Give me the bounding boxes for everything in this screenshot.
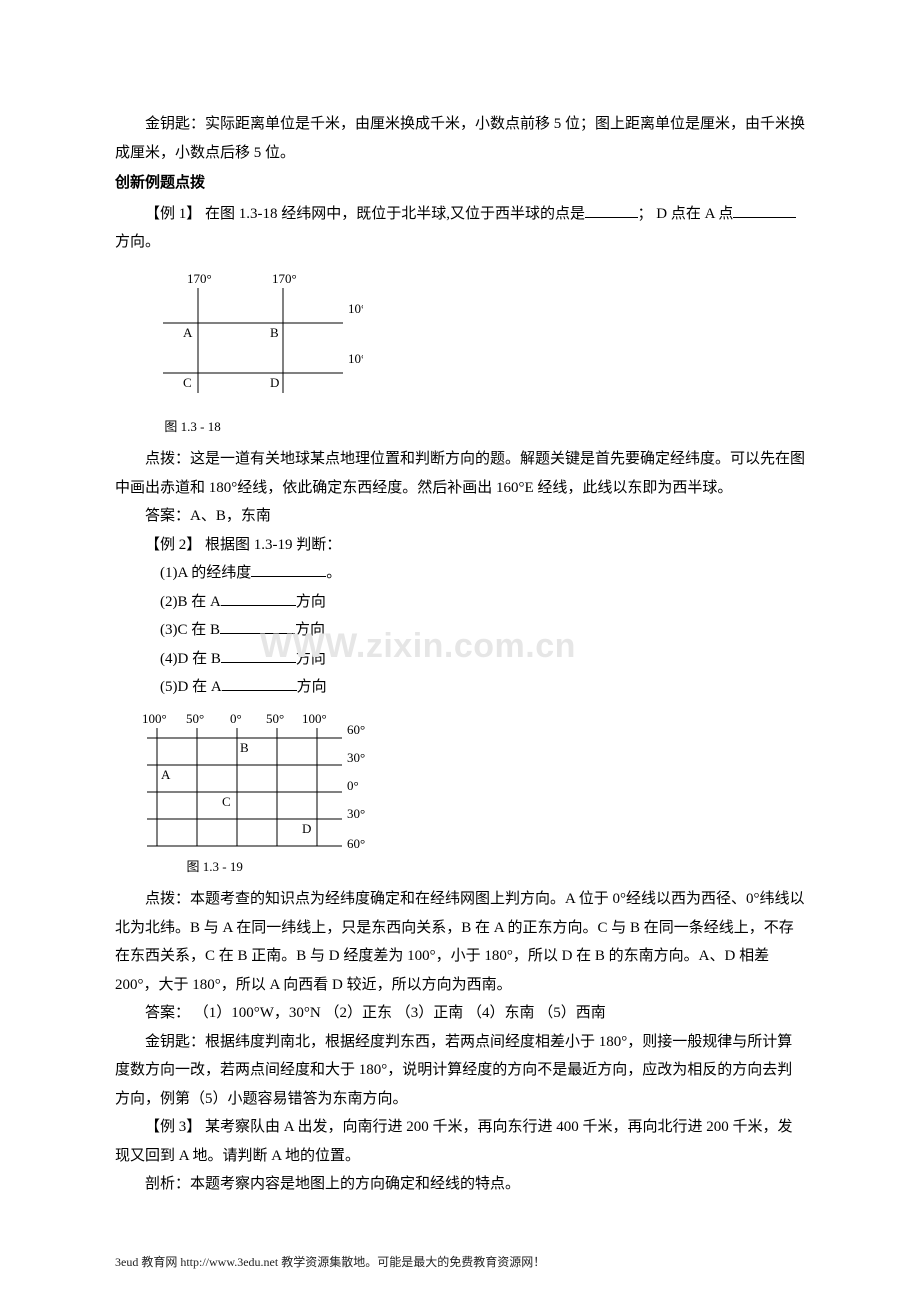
lon-label: 0° bbox=[230, 711, 242, 726]
example-3-intro: 【例 3】 某考察队由 A 出发，向南行进 200 千米，再向东行进 400 千… bbox=[115, 1113, 805, 1170]
text: (1)A 的经纬度 bbox=[160, 565, 251, 581]
blank-field bbox=[220, 617, 295, 635]
figure-1-3-18: 170° 170° 10° 10° A B C D bbox=[153, 263, 806, 413]
page-footer: 3eud 教育网 http://www.3edu.net 教学资源集散地。可能是… bbox=[115, 1251, 545, 1274]
lon-label: 50° bbox=[266, 711, 284, 726]
blank-field bbox=[585, 200, 638, 218]
point-C: C bbox=[183, 375, 192, 390]
lat-label: 30° bbox=[347, 750, 365, 765]
example-1-hint: 点拨：这是一道有关地球某点地理位置和判断方向的题。解题关键是首先要确定经纬度。可… bbox=[115, 445, 805, 502]
point-D: D bbox=[302, 821, 311, 836]
example-2-hint: 点拨：本题考查的知识点为经纬度确定和在经纬网图上判方向。A 位于 0°经线以西为… bbox=[115, 885, 805, 999]
text: 方向。 bbox=[115, 234, 160, 250]
lat-label: 30° bbox=[347, 806, 365, 821]
lon-label: 50° bbox=[186, 711, 204, 726]
example-2-intro: 【例 2】 根据图 1.3-19 判断： bbox=[115, 531, 805, 560]
figure-1-caption: 图 1.3 - 18 bbox=[164, 415, 805, 440]
text: 方向 bbox=[297, 679, 327, 695]
example-3-hint: 剖析：本题考察内容是地图上的方向确定和经线的特点。 bbox=[115, 1170, 805, 1199]
footer-link[interactable]: http://www.3edu.net bbox=[180, 1255, 278, 1269]
example-2-item-1: (1)A 的经纬度 。 bbox=[115, 559, 805, 588]
text: 方向 bbox=[296, 594, 326, 610]
example-2-answer: 答案： （1）100°W，30°N （2）正东 （3）正南 （4）东南 （5）西… bbox=[115, 999, 805, 1028]
lon-label: 100° bbox=[142, 711, 167, 726]
page-container: WWW.zixin.com.cn 金钥匙：实际距离单位是千米，由厘米换成千米，小… bbox=[0, 0, 920, 1302]
blank-field bbox=[221, 645, 296, 663]
blank-field bbox=[221, 588, 296, 606]
lon-label: 170° bbox=[272, 271, 297, 286]
figure-1-3-19: 100° 50° 0° 50° 100° 60° 30° 0° 30° 60° … bbox=[127, 708, 805, 853]
point-D: D bbox=[270, 375, 279, 390]
example-2-key: 金钥匙：根据纬度判南北，根据经度判东西，若两点间经度相差小于 180°，则接一般… bbox=[115, 1028, 805, 1114]
lat-label: 60° bbox=[347, 836, 365, 851]
text: (5)D 在 A bbox=[160, 679, 222, 695]
figure-2-caption: 图 1.3 - 19 bbox=[187, 855, 806, 880]
text: (4)D 在 B bbox=[160, 651, 221, 667]
example-2-item-4: (4)D 在 B 方向 bbox=[115, 645, 805, 674]
point-A: A bbox=[183, 325, 193, 340]
point-C: C bbox=[222, 794, 231, 809]
blank-field bbox=[251, 560, 326, 578]
lat-label: 60° bbox=[347, 722, 365, 737]
point-B: B bbox=[270, 325, 279, 340]
point-B: B bbox=[240, 740, 249, 755]
blank-field bbox=[222, 674, 297, 692]
point-A: A bbox=[161, 767, 171, 782]
lat-label: 10° bbox=[348, 301, 363, 316]
footer-text: 教学资源集散地。可能是最大的免费教育资源网！ bbox=[278, 1255, 545, 1269]
example-2-item-5: (5)D 在 A 方向 bbox=[115, 673, 805, 702]
example-2-item-2: (2)B 在 A 方向 bbox=[115, 588, 805, 617]
example-1-intro: 【例 1】 在图 1.3-18 经纬网中，既位于北半球,又位于西半球的点是 ； D… bbox=[115, 200, 805, 257]
blank-field bbox=[733, 200, 796, 218]
example-1-answer: 答案：A、B，东南 bbox=[115, 502, 805, 531]
text: (2)B 在 A bbox=[160, 594, 221, 610]
lat-label: 0° bbox=[347, 778, 359, 793]
lon-label: 100° bbox=[302, 711, 327, 726]
text: 。 bbox=[326, 565, 341, 581]
lon-label: 170° bbox=[187, 271, 212, 286]
text: 方向 bbox=[295, 622, 325, 638]
footer-text: 3eud 教育网 bbox=[115, 1255, 180, 1269]
text: 【例 1】 在图 1.3-18 经纬网中，既位于北半球,又位于西半球的点是 bbox=[145, 206, 585, 222]
text: ； D 点在 A 点 bbox=[638, 206, 734, 222]
section-heading: 创新例题点拨 bbox=[115, 169, 805, 198]
lat-label: 10° bbox=[348, 351, 363, 366]
preface-paragraph: 金钥匙：实际距离单位是千米，由厘米换成千米，小数点前移 5 位；图上距离单位是厘… bbox=[115, 110, 805, 167]
text: (3)C 在 B bbox=[160, 622, 220, 638]
text: 方向 bbox=[296, 651, 326, 667]
example-2-item-3: (3)C 在 B 方向 bbox=[115, 616, 805, 645]
